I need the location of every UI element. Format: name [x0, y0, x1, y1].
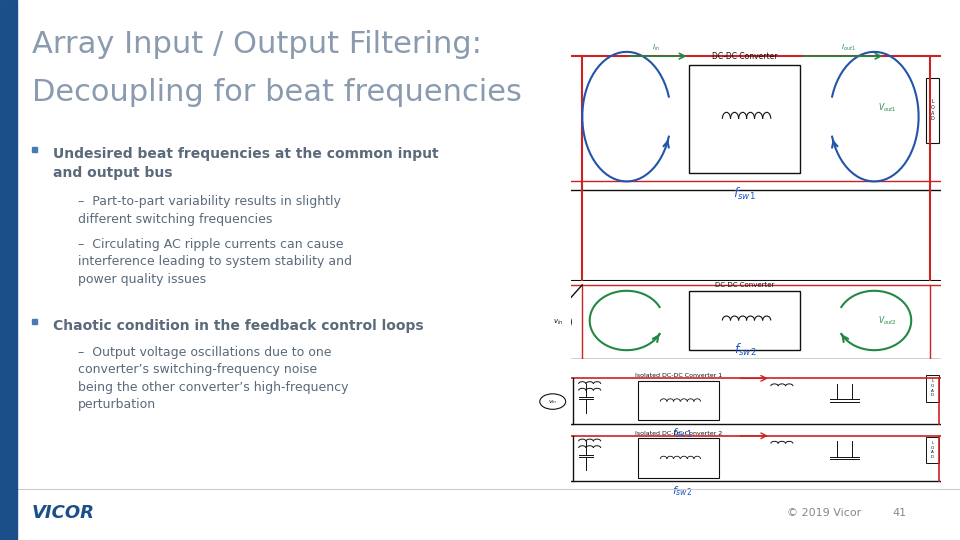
Bar	[637, 381, 719, 420]
Text: Decoupling for beat frequencies: Decoupling for beat frequencies	[32, 78, 521, 107]
Text: Undesired beat frequencies at the common input
and output bus: Undesired beat frequencies at the common…	[53, 147, 439, 180]
Text: –  Part-to-part variability results in slightly
different switching frequencies: – Part-to-part variability results in sl…	[78, 195, 341, 226]
Text: L
O
A
D: L O A D	[930, 99, 934, 122]
Text: $v_{in}$: $v_{in}$	[553, 318, 564, 327]
Bar	[926, 437, 939, 463]
Text: Chaotic condition in the feedback control loops: Chaotic condition in the feedback contro…	[53, 319, 423, 333]
Text: L
O
A
D: L O A D	[931, 441, 934, 459]
Text: Isolated DC-DC Converter 2: Isolated DC-DC Converter 2	[635, 431, 722, 436]
Text: VICOR: VICOR	[32, 504, 95, 522]
Bar	[689, 65, 801, 173]
Text: $I_{out1}$: $I_{out1}$	[841, 43, 855, 53]
Text: Array Input / Output Filtering:: Array Input / Output Filtering:	[32, 30, 482, 59]
Text: $f_{sw1}$: $f_{sw1}$	[733, 186, 756, 202]
Text: DC-DC Converter: DC-DC Converter	[712, 52, 778, 62]
Circle shape	[545, 312, 571, 332]
Text: –  Output voltage oscillations due to one
converter’s switching-frequency noise
: – Output voltage oscillations due to one…	[78, 346, 348, 411]
Text: $V_{out2}$: $V_{out2}$	[878, 314, 897, 327]
Text: $v_{in}$: $v_{in}$	[548, 397, 558, 406]
Bar	[637, 438, 719, 478]
Text: © 2019 Vicor: © 2019 Vicor	[787, 508, 861, 518]
Text: $f_{sw2}$: $f_{sw2}$	[733, 341, 756, 357]
Text: $V_{out1}$: $V_{out1}$	[878, 102, 897, 114]
Text: $f_{sw2}$: $f_{sw2}$	[672, 484, 692, 497]
Text: L
O
A
D: L O A D	[931, 380, 934, 397]
Bar	[926, 78, 939, 143]
Text: $I_{in}$: $I_{in}$	[652, 43, 660, 53]
Text: Isolated DC-DC Converter 1: Isolated DC-DC Converter 1	[635, 373, 722, 379]
Bar	[926, 375, 939, 402]
Bar	[689, 291, 801, 350]
Text: –  Circulating AC ripple currents can cause
interference leading to system stabi: – Circulating AC ripple currents can cau…	[78, 238, 351, 286]
Text: $f_{sw1}$: $f_{sw1}$	[672, 426, 692, 440]
Text: DC-DC Converter: DC-DC Converter	[715, 282, 775, 288]
Text: 41: 41	[893, 508, 907, 518]
Circle shape	[540, 394, 565, 409]
